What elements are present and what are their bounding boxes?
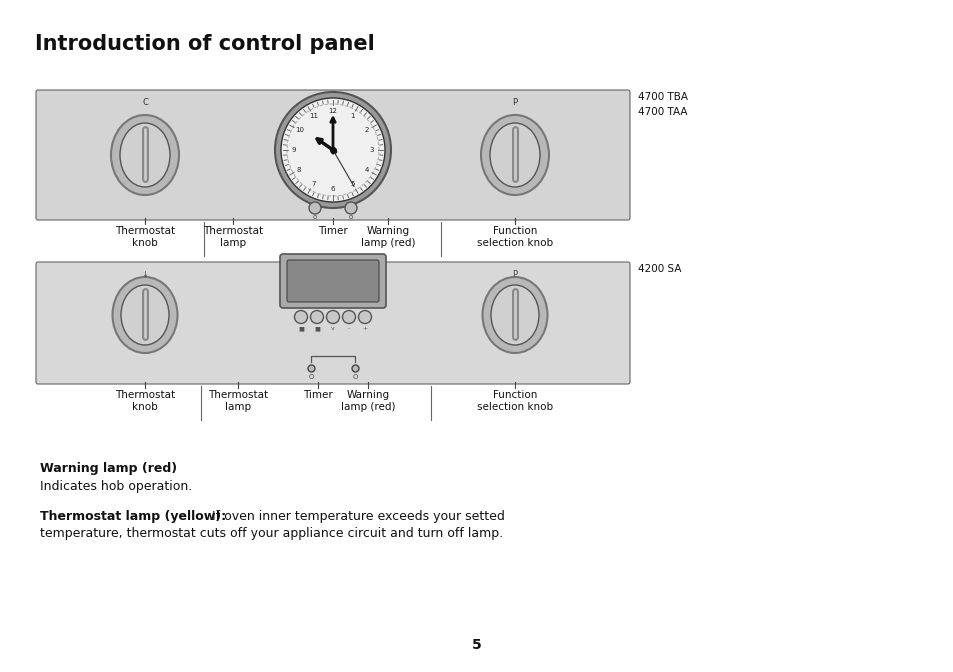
FancyBboxPatch shape (36, 262, 629, 384)
Text: o: o (349, 214, 353, 220)
Text: Thermostat
knob: Thermostat knob (114, 226, 175, 247)
Circle shape (345, 202, 356, 214)
Text: Warning
lamp (red): Warning lamp (red) (360, 226, 415, 247)
FancyBboxPatch shape (287, 260, 378, 302)
Text: Timer: Timer (303, 390, 333, 400)
Text: 11: 11 (309, 113, 317, 119)
Text: 7: 7 (311, 181, 315, 187)
Text: P: P (512, 270, 517, 279)
Text: v: v (331, 327, 335, 331)
Circle shape (294, 310, 307, 323)
Text: P: P (512, 98, 517, 107)
Text: 12: 12 (328, 108, 337, 114)
Text: Thermostat lamp (yellow):: Thermostat lamp (yellow): (40, 510, 226, 523)
Text: Warning lamp (red): Warning lamp (red) (40, 462, 177, 475)
Text: Warning
lamp (red): Warning lamp (red) (340, 390, 395, 411)
Text: 2: 2 (364, 128, 369, 134)
Text: 5: 5 (350, 181, 355, 187)
Text: o: o (313, 214, 316, 220)
Ellipse shape (480, 115, 548, 195)
Text: Thermostat
lamp: Thermostat lamp (208, 390, 268, 411)
Text: 4200 SA: 4200 SA (638, 264, 680, 274)
Ellipse shape (121, 285, 169, 345)
Text: ↓: ↓ (141, 270, 149, 279)
Text: ■: ■ (297, 327, 304, 331)
Text: O: O (308, 374, 314, 380)
Circle shape (342, 310, 355, 323)
Text: Thermostat
lamp: Thermostat lamp (203, 226, 263, 247)
Ellipse shape (120, 123, 170, 187)
Ellipse shape (490, 123, 539, 187)
Ellipse shape (112, 277, 177, 353)
Text: -: - (348, 327, 350, 331)
Circle shape (310, 310, 323, 323)
Circle shape (274, 92, 391, 208)
Text: 5: 5 (472, 638, 481, 652)
Text: 10: 10 (294, 128, 303, 134)
Text: 8: 8 (296, 167, 301, 173)
Text: Function
selection knob: Function selection knob (476, 226, 553, 247)
Text: Introduction of control panel: Introduction of control panel (35, 34, 375, 54)
Text: If oven inner temperature exceeds your setted: If oven inner temperature exceeds your s… (208, 510, 504, 523)
Text: 4: 4 (364, 167, 369, 173)
Ellipse shape (491, 285, 538, 345)
Text: +: + (362, 327, 367, 331)
Ellipse shape (111, 115, 179, 195)
Ellipse shape (482, 277, 547, 353)
Text: Indicates hob operation.: Indicates hob operation. (40, 480, 193, 493)
Text: 1: 1 (350, 113, 355, 119)
Text: 4700 TBA
4700 TAA: 4700 TBA 4700 TAA (638, 92, 687, 117)
Text: Timer: Timer (317, 226, 348, 236)
FancyBboxPatch shape (280, 254, 386, 308)
Circle shape (358, 310, 371, 323)
Circle shape (326, 310, 339, 323)
FancyBboxPatch shape (36, 90, 629, 220)
Text: Thermostat
knob: Thermostat knob (114, 390, 175, 411)
Text: ■: ■ (314, 327, 319, 331)
Circle shape (309, 202, 320, 214)
Text: C: C (142, 98, 148, 107)
Text: 3: 3 (370, 147, 374, 153)
Text: O: O (352, 374, 357, 380)
Text: 9: 9 (292, 147, 296, 153)
Circle shape (281, 98, 385, 202)
Text: Function
selection knob: Function selection knob (476, 390, 553, 411)
Text: 6: 6 (331, 186, 335, 192)
Text: temperature, thermostat cuts off your appliance circuit and turn off lamp.: temperature, thermostat cuts off your ap… (40, 527, 502, 540)
